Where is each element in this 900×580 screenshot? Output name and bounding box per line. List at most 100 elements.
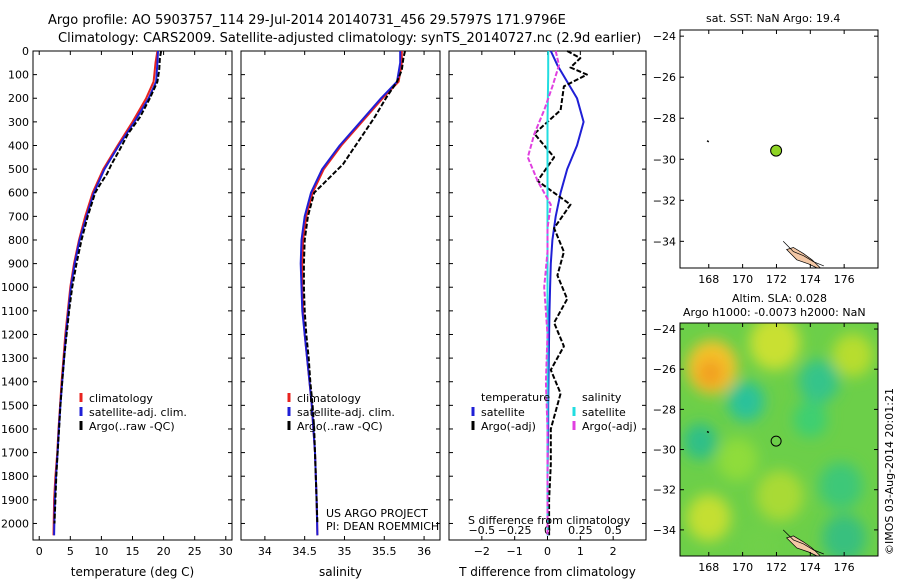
argo-position-marker	[770, 144, 783, 157]
x-tick-label: −1	[507, 545, 523, 558]
x-axis-title: temperature (deg C)	[71, 565, 194, 579]
map-frame	[679, 29, 879, 269]
y-tick-label: −30	[653, 444, 676, 457]
heatmap-cell	[749, 323, 801, 371]
heatmap-cell	[818, 462, 863, 510]
y-tick-label: 0	[22, 45, 29, 58]
heatmap-cell	[822, 514, 867, 556]
heatmap-cell	[793, 401, 828, 438]
y-tick-label: 1800	[1, 470, 29, 483]
map-frame	[679, 322, 879, 557]
difference-profile-panel: −2 −1 0 1 2−0.5 −0.25 0 0.25 0.5T difference fro…	[448, 50, 647, 579]
x-tick-label: 2	[610, 545, 617, 558]
x-tick-label: 5	[67, 545, 74, 558]
heatmap-blobs	[683, 323, 873, 556]
x-tick-label: 35	[337, 545, 351, 558]
heatmap-field	[680, 323, 878, 556]
x-tick-label: 174	[800, 561, 821, 574]
heatmap-cell	[717, 437, 758, 482]
heatmap-cell	[756, 470, 804, 522]
legend-entry: satellite	[582, 406, 626, 419]
figure-title-line2: Climatology: CARS2009. Satellite-adjuste…	[58, 31, 641, 46]
heatmap-cell	[696, 358, 724, 388]
heatmap-cell	[832, 333, 873, 377]
diff-legend-salinity-title: salinity	[582, 391, 622, 404]
bathymetry-contour	[782, 241, 824, 267]
x-tick-label: −2	[474, 545, 490, 558]
x-tick-label: 170	[732, 561, 753, 574]
y-tick-label: −32	[653, 194, 676, 207]
y-tick-label: 100	[8, 69, 29, 82]
x-tick-label: 168	[698, 273, 719, 286]
x-tick-label: 15	[126, 545, 140, 558]
y-tick-label: −24	[653, 323, 676, 336]
x-tick-label: 30	[219, 545, 233, 558]
y-tick-label: 500	[8, 163, 29, 176]
y-tick-label: −28	[653, 112, 676, 125]
x-axis-title: T difference from climatology	[458, 565, 636, 579]
legend-entry: Argo(..raw -QC)	[297, 420, 383, 433]
salinity-profile-panel: 34 34.5 35 35.5 36 salinity climatologysatelli…	[240, 50, 441, 579]
y-tick-label: 600	[8, 187, 29, 200]
series-line	[526, 50, 560, 536]
legend-entry: climatology	[297, 392, 361, 405]
x-tick-label: 170	[732, 273, 753, 286]
s-tick-label: −0.5	[468, 524, 495, 537]
series-line	[53, 50, 163, 524]
sst-map-panel: 168 170 172 174 176 −24 −26 −28 −30 −32 −34	[653, 29, 879, 286]
y-tick-label: −34	[653, 524, 676, 537]
legend-entry: satellite	[481, 406, 525, 419]
project-annotation: US ARGO PROJECT	[326, 507, 428, 520]
x-tick-label: 0	[544, 545, 551, 558]
sla-map-title-line1: Altim. SLA: 0.028	[732, 292, 827, 305]
x-tick-label: 176	[834, 273, 855, 286]
y-tick-label: 1500	[1, 399, 29, 412]
y-tick-label: 1200	[1, 328, 29, 341]
pi-annotation: PI: DEAN ROEMMICH	[326, 520, 439, 533]
series-line	[533, 50, 588, 536]
y-tick-label: 900	[8, 258, 29, 271]
x-tick-label: 172	[766, 561, 787, 574]
heatmap-cell	[740, 526, 779, 556]
s-tick-label: −0.25	[498, 524, 532, 537]
x-tick-label: 1	[577, 545, 584, 558]
s-tick-label: 0.5	[604, 524, 622, 537]
y-tick-label: 400	[8, 139, 29, 152]
sla-map-panel: 168 170 172 174 176 −24 −26 −28 −30 −32 −34	[653, 322, 879, 574]
y-tick-label: 300	[8, 116, 29, 129]
y-tick-label: 1900	[1, 494, 29, 507]
heatmap-cell	[798, 359, 840, 403]
diff-legend-temperature-title: temperature	[481, 391, 550, 404]
y-tick-label: −34	[653, 235, 676, 248]
x-tick-label: 35.5	[372, 545, 397, 558]
figure-title-line1: Argo profile: AO 5903757_114 29-Jul-2014…	[48, 13, 566, 28]
legend-entry: satellite-adj. clim.	[89, 406, 187, 419]
y-tick-label: −32	[653, 484, 676, 497]
series-line	[302, 50, 406, 524]
y-tick-label: −26	[653, 363, 676, 376]
legend-entry: climatology	[89, 392, 153, 405]
heatmap-cell	[727, 381, 765, 422]
legend-entry: Argo(-adj)	[481, 420, 536, 433]
x-tick-label: 176	[834, 561, 855, 574]
heatmap-cell	[683, 423, 718, 460]
plot-frame	[240, 50, 441, 541]
x-tick-label: 168	[698, 561, 719, 574]
heatmap-cell	[686, 494, 731, 542]
y-tick-label: 800	[8, 234, 29, 247]
x-tick-label: 25	[188, 545, 202, 558]
y-tick-label: 700	[8, 210, 29, 223]
y-tick-label: −26	[653, 71, 676, 84]
imos-watermark: ©IMOS 03-Aug-2014 20:01:21	[883, 388, 896, 555]
bathymetry-contour	[782, 529, 824, 555]
y-tick-label: 1600	[1, 423, 29, 436]
y-tick-label: 1400	[1, 376, 29, 389]
norfolk-island	[706, 140, 710, 143]
x-tick-label: 36	[417, 545, 431, 558]
x-tick-label: 34.5	[292, 545, 317, 558]
legend-entry: satellite-adj. clim.	[297, 406, 395, 419]
x-axis-title: salinity	[319, 565, 362, 579]
y-tick-label: −28	[653, 403, 676, 416]
x-tick-label: 174	[800, 273, 821, 286]
x-tick-label: 20	[157, 545, 171, 558]
